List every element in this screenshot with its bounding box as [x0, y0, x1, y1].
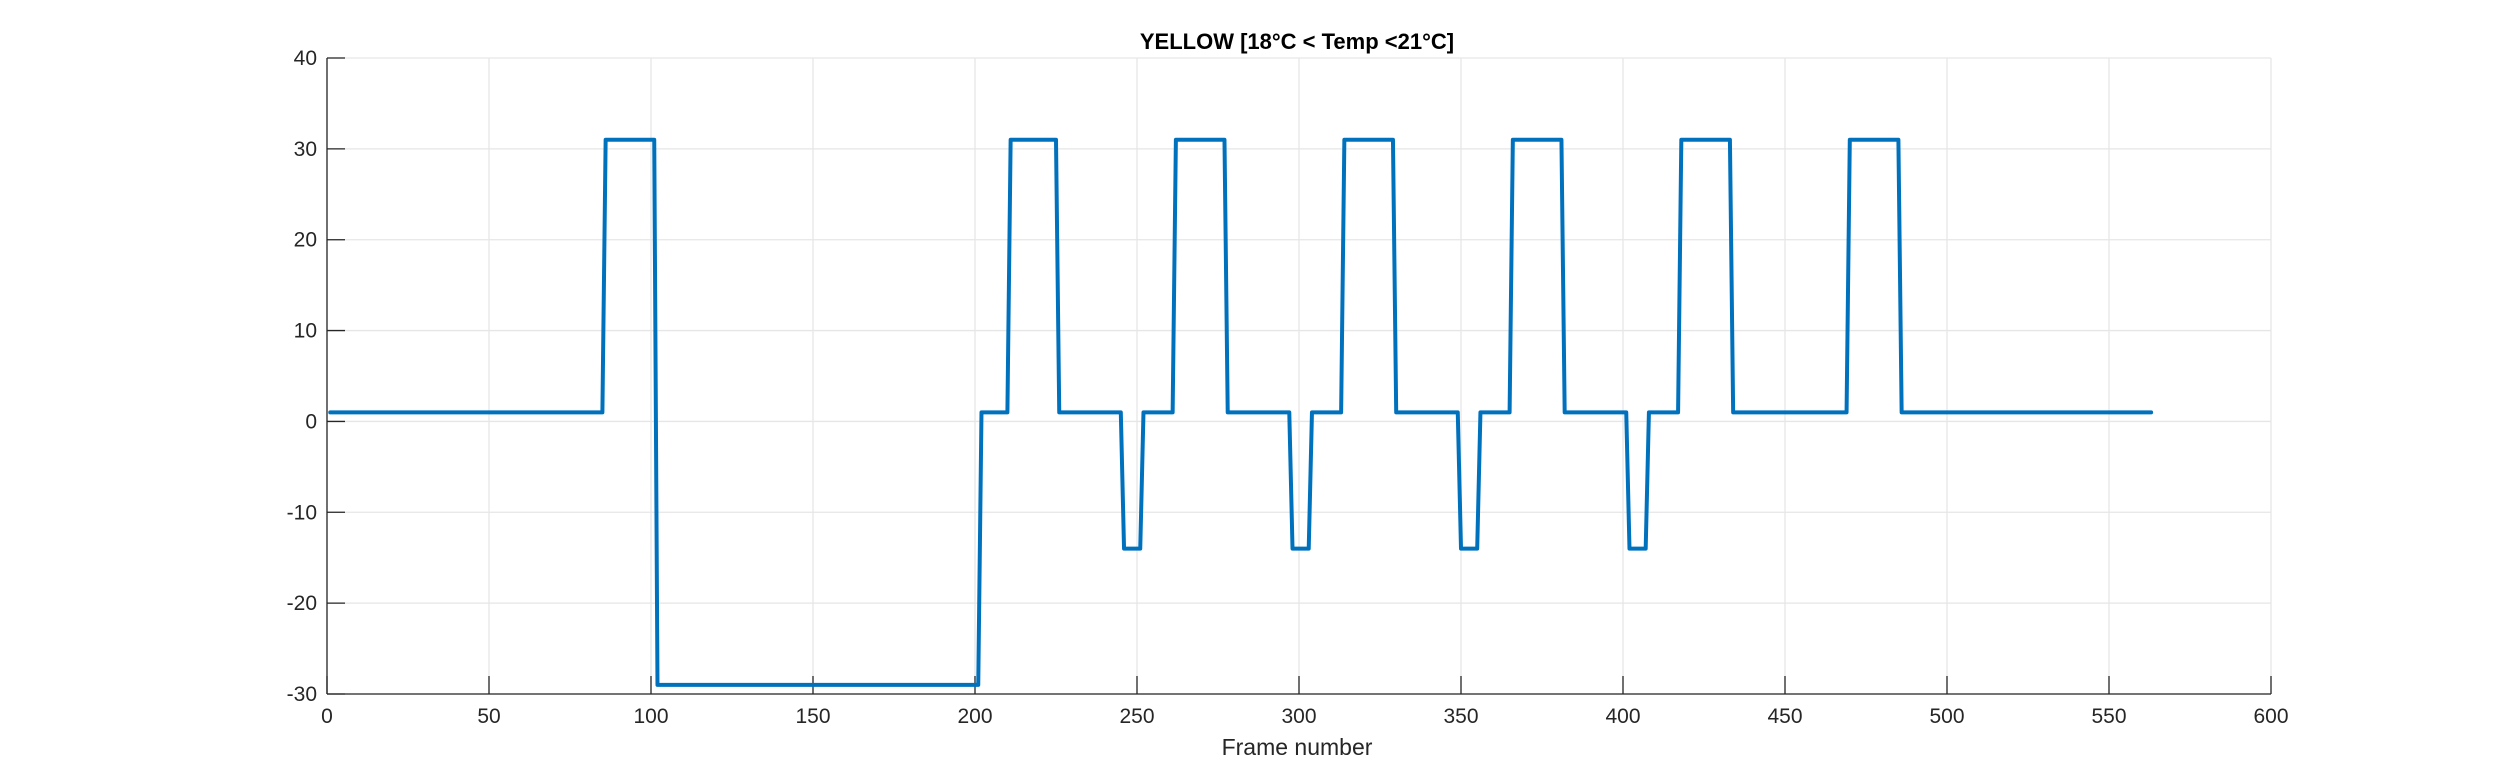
y-tick-label: 30 [294, 138, 317, 161]
x-axis-label: Frame number [1222, 734, 1373, 760]
x-tick-label: 0 [321, 705, 333, 728]
x-tick-label: 300 [1281, 705, 1316, 728]
y-tick-label: -10 [287, 501, 317, 524]
x-tick-label: 100 [633, 705, 668, 728]
y-tick-labels: -30 -20 -10 0 10 20 30 40 [287, 47, 317, 706]
y-tick-label: 40 [294, 47, 317, 70]
y-tick-label: -30 [287, 683, 317, 706]
x-tick-label: 600 [2253, 705, 2288, 728]
y-tick-label: -20 [287, 592, 317, 615]
x-tick-label: 450 [1767, 705, 1802, 728]
y-tick-label: 10 [294, 320, 317, 343]
x-tick-label: 200 [957, 705, 992, 728]
x-tick-label: 500 [1929, 705, 1964, 728]
x-tick-label: 400 [1605, 705, 1640, 728]
y-tick-label: 20 [294, 229, 317, 252]
y-tick-label: 0 [305, 410, 317, 433]
x-tick-label: 50 [477, 705, 500, 728]
x-tick-label: 550 [2091, 705, 2126, 728]
x-tick-label: 250 [1119, 705, 1154, 728]
x-tick-label: 350 [1443, 705, 1478, 728]
x-tick-labels: 0 50 100 150 200 250 300 350 400 450 500 550 600 [321, 705, 2288, 728]
x-tick-label: 150 [795, 705, 830, 728]
chart-title: YELLOW [18°C < Temp <21°C] [1140, 29, 1454, 54]
